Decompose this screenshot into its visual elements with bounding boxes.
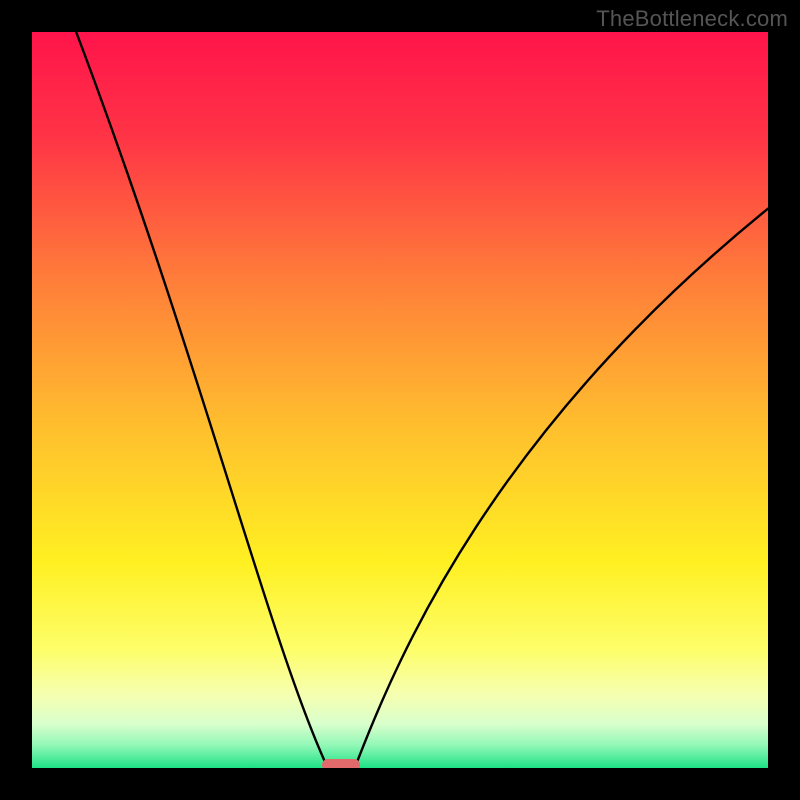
trough-marker — [322, 759, 360, 768]
curve-svg — [32, 32, 768, 768]
watermark-text: TheBottleneck.com — [596, 6, 788, 32]
plot-area — [32, 32, 768, 768]
bottleneck-curve — [76, 32, 768, 765]
chart-container: TheBottleneck.com — [0, 0, 800, 800]
